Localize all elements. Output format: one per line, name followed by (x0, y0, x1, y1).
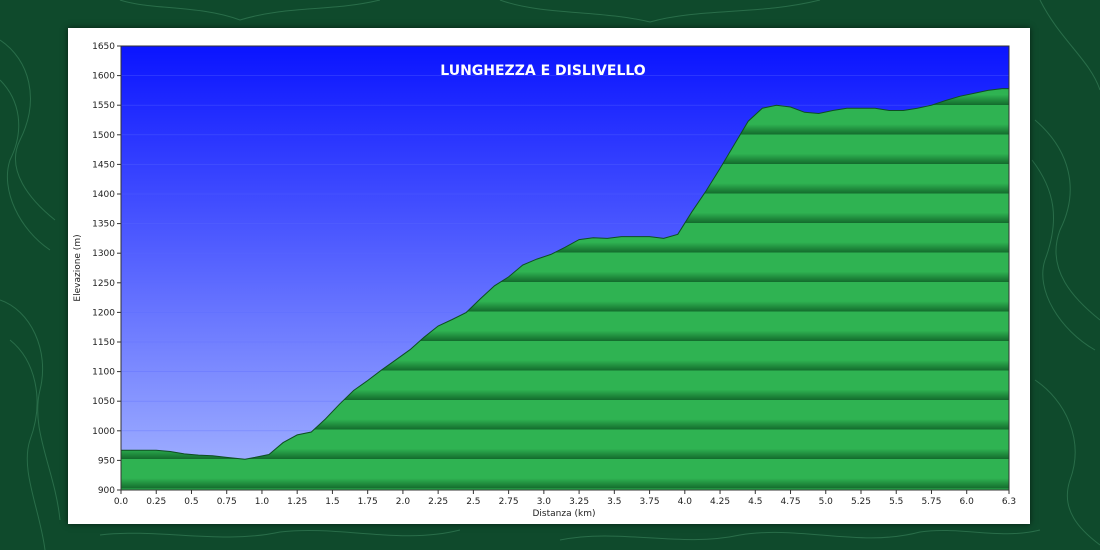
y-axis: 900 950 1000 1050 1100 1150 1200 1250 1300 1350 14… (92, 42, 121, 496)
y-tick-label: 1250 (92, 279, 115, 289)
y-tick-label: 1100 (92, 368, 115, 378)
x-tick-label: 0.5 (184, 497, 198, 507)
x-tick-label: 5.5 (889, 497, 903, 507)
y-tick-label: 1650 (92, 42, 115, 52)
elevation-profile-chart: 900 950 1000 1050 1100 1150 1200 1250 1300 1350 14… (73, 42, 1016, 519)
x-tick-label: 5.0 (819, 497, 834, 507)
y-tick-label: 1550 (92, 101, 115, 111)
x-tick-label: 6.0 (960, 497, 975, 507)
x-tick-label: 3.0 (537, 497, 552, 507)
y-tick-label: 1450 (92, 160, 115, 170)
x-tick-label: 1.5 (325, 497, 339, 507)
x-tick-label: 3.75 (640, 497, 660, 507)
chart-title: LUNGHEZZA E DISLIVELLO (440, 63, 646, 79)
y-tick-label: 950 (98, 456, 115, 466)
x-tick-label: 4.0 (678, 497, 693, 507)
y-tick-label: 1050 (92, 397, 115, 407)
x-tick-label: 2.5 (466, 497, 480, 507)
x-tick-label: 3.5 (607, 497, 621, 507)
x-tick-label: 4.75 (781, 497, 801, 507)
y-tick-label: 1350 (92, 220, 115, 230)
y-tick-label: 1600 (92, 72, 115, 82)
plot-border (120, 45, 1010, 491)
elevation-line (121, 88, 1009, 460)
x-tick-label: 2.25 (428, 497, 448, 507)
x-tick-label: 0.75 (217, 497, 237, 507)
x-tick-label: 2.75 (499, 497, 519, 507)
x-tick-label: 1.25 (287, 497, 307, 507)
y-tick-label: 1000 (92, 427, 115, 437)
y-tick-label: 1300 (92, 249, 115, 259)
x-tick-label: 3.25 (569, 497, 589, 507)
x-tick-label: 4.25 (710, 497, 730, 507)
elevation-area (121, 88, 1009, 490)
y-tick-label: 1150 (92, 338, 115, 348)
x-tick-label: 0.0 (114, 497, 129, 507)
x-axis: 0.0 0.25 0.5 0.75 1.0 1.25 1.5 1.75 2.0 2.25 2.5 2.… (114, 490, 1016, 507)
x-tick-label: 1.75 (358, 497, 378, 507)
x-tick-label: 0.25 (146, 497, 166, 507)
chart-frame: 900 950 1000 1050 1100 1150 1200 1250 1300 1350 14… (68, 28, 1030, 524)
x-axis-title: Distanza (km) (533, 509, 596, 519)
x-tick-label: 1.0 (255, 497, 270, 507)
y-axis-title: Elevazione (m) (73, 234, 83, 301)
x-tick-label: 5.75 (921, 497, 941, 507)
x-tick-label: 5.25 (851, 497, 871, 507)
y-tick-label: 1400 (92, 190, 115, 200)
y-tick-label: 1500 (92, 131, 115, 141)
y-tick-label: 1200 (92, 308, 115, 318)
x-tick-label: 2.0 (396, 497, 411, 507)
y-tick-label: 900 (98, 486, 115, 496)
x-tick-label: 6.3 (1002, 497, 1016, 507)
x-tick-label: 4.5 (748, 497, 762, 507)
